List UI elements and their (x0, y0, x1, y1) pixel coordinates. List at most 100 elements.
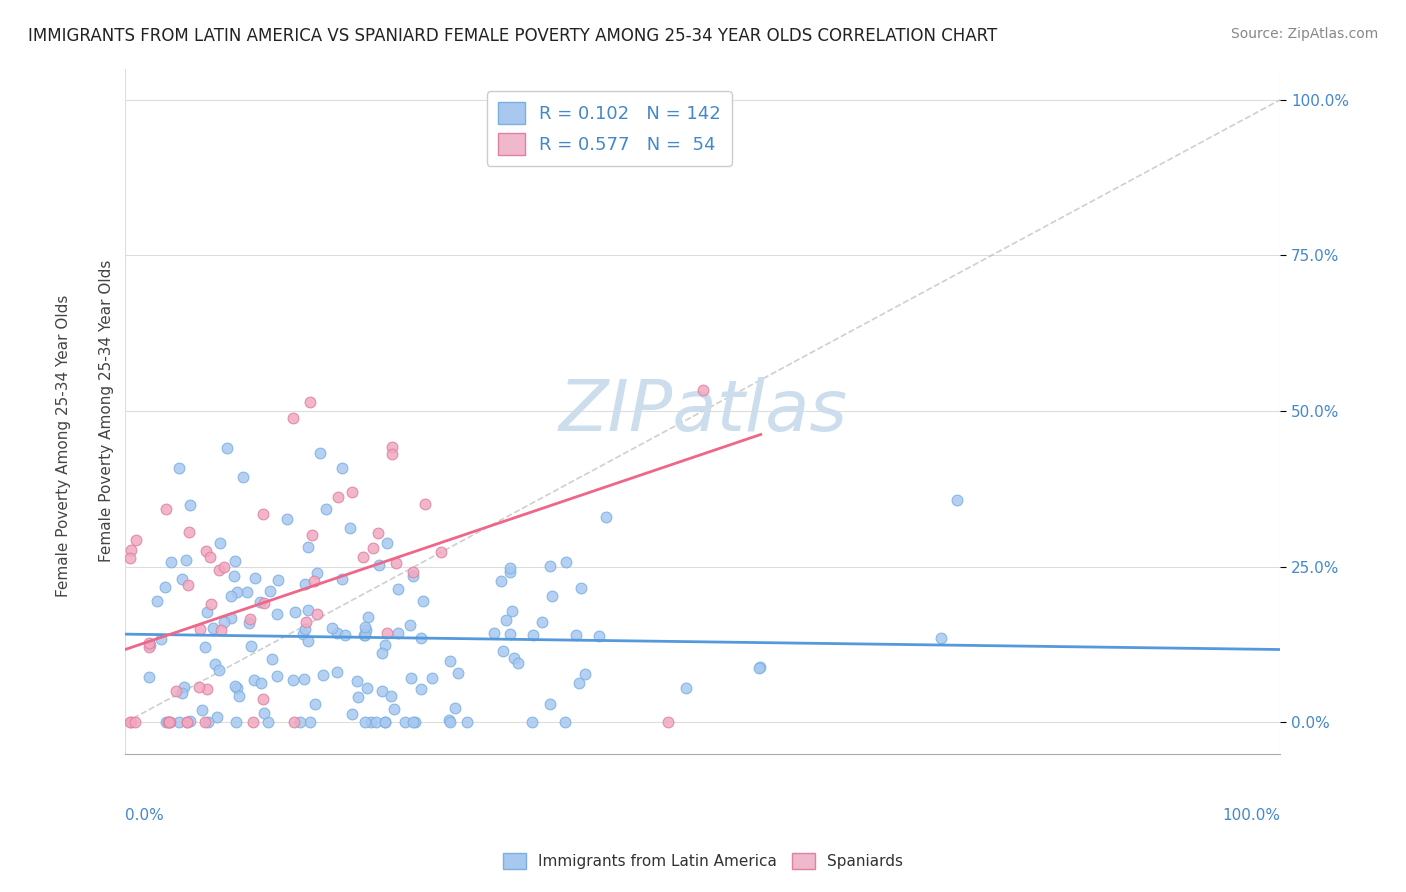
Point (281, 673, 304, 687)
Point (226, 585, 249, 599)
Point (118, 551, 141, 566)
Point (266, 668, 288, 682)
Point (380, 440, 402, 454)
Point (242, 715, 264, 730)
Point (574, 667, 596, 681)
Point (315, 502, 337, 516)
Point (120, 715, 142, 730)
Point (380, 690, 402, 704)
Point (200, 550, 222, 565)
Point (326, 665, 349, 679)
Point (157, 715, 180, 730)
Point (250, 676, 273, 690)
Point (249, 595, 271, 609)
Point (520, 715, 543, 730)
Point (252, 508, 274, 522)
Point (538, 697, 561, 711)
Point (439, 715, 461, 730)
Point (240, 639, 263, 653)
Point (177, 578, 200, 592)
Point (190, 622, 212, 636)
Point (253, 596, 276, 610)
Point (149, 632, 172, 647)
Point (657, 715, 679, 730)
Point (401, 671, 423, 685)
Legend: R = 0.102   N = 142, R = 0.577   N =  54: R = 0.102 N = 142, R = 0.577 N = 54 (486, 91, 731, 166)
Point (347, 690, 370, 705)
Point (354, 623, 377, 637)
Point (124, 533, 146, 548)
Point (499, 627, 522, 641)
Point (420, 671, 443, 685)
Point (387, 626, 409, 640)
Point (266, 573, 288, 587)
Point (222, 568, 245, 582)
Point (382, 701, 405, 715)
Point (194, 544, 217, 558)
Point (204, 657, 226, 671)
Point (209, 623, 232, 637)
Point (242, 673, 264, 687)
Point (339, 521, 361, 535)
Point (540, 589, 562, 603)
Point (191, 702, 214, 716)
Text: ZIPatlas: ZIPatlas (558, 376, 848, 445)
Point (208, 563, 231, 577)
Point (312, 668, 335, 682)
Point (157, 715, 180, 730)
Point (404, 715, 426, 730)
Point (443, 701, 465, 715)
Point (292, 673, 315, 687)
Point (299, 394, 322, 409)
Point (402, 715, 425, 730)
Point (176, 715, 198, 730)
Point (354, 715, 377, 730)
Point (588, 629, 610, 643)
Point (330, 572, 353, 586)
Point (748, 661, 770, 675)
Legend: Immigrants from Latin America, Spaniards: Immigrants from Latin America, Spaniards (496, 847, 910, 875)
Point (294, 622, 316, 636)
Point (506, 657, 529, 671)
Point (307, 566, 329, 580)
Point (224, 679, 246, 693)
Point (179, 714, 201, 729)
Point (252, 692, 274, 706)
Point (176, 715, 198, 730)
Point (187, 680, 209, 694)
Text: Female Poverty Among 25-34 Year Olds: Female Poverty Among 25-34 Year Olds (56, 295, 70, 597)
Point (138, 670, 160, 684)
Point (226, 681, 249, 695)
Point (120, 542, 142, 557)
Point (530, 615, 553, 630)
Point (195, 605, 218, 619)
Point (207, 709, 229, 723)
Point (503, 650, 526, 665)
Point (522, 628, 544, 642)
Point (212, 615, 235, 629)
Point (439, 654, 461, 668)
Point (224, 554, 246, 568)
Point (290, 715, 312, 730)
Point (297, 634, 319, 648)
Point (456, 715, 478, 730)
Point (208, 535, 231, 549)
Point (946, 492, 969, 507)
Point (294, 615, 316, 629)
Point (413, 497, 436, 511)
Point (170, 686, 193, 700)
Point (120, 715, 142, 730)
Point (412, 593, 434, 607)
Point (228, 689, 250, 703)
Point (194, 640, 217, 655)
Point (202, 622, 225, 636)
Point (165, 684, 187, 698)
Point (371, 683, 394, 698)
Point (356, 681, 378, 695)
Point (374, 715, 396, 730)
Point (374, 638, 396, 652)
Point (342, 485, 364, 500)
Point (153, 580, 176, 594)
Point (256, 715, 278, 730)
Point (340, 706, 363, 721)
